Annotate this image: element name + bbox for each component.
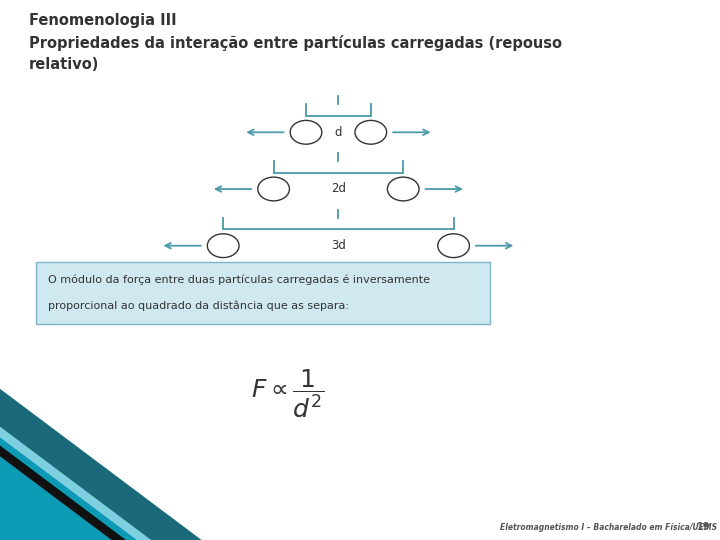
Polygon shape [0,389,202,540]
FancyBboxPatch shape [36,262,490,324]
Circle shape [387,177,419,201]
Text: Propriedades da interação entre partículas carregadas (repouso: Propriedades da interação entre partícul… [29,35,562,51]
Text: Fenomenologia III: Fenomenologia III [29,14,176,29]
Polygon shape [0,432,144,540]
Circle shape [207,234,239,258]
Circle shape [355,120,387,144]
Text: 19: 19 [697,522,711,532]
Text: O módulo da força entre duas partículas carregadas é inversamente: O módulo da força entre duas partículas … [48,274,431,285]
Text: relativo): relativo) [29,57,99,72]
Polygon shape [0,427,151,540]
Text: 3d: 3d [331,239,346,252]
Polygon shape [0,446,126,540]
Circle shape [438,234,469,258]
Circle shape [258,177,289,201]
Text: $\mathit{F} \propto \dfrac{1}{d^2}$: $\mathit{F} \propto \dfrac{1}{d^2}$ [251,368,325,420]
Text: proporcional ao quadrado da distância que as separa:: proporcional ao quadrado da distância qu… [48,300,349,310]
Text: 2d: 2d [331,183,346,195]
Circle shape [290,120,322,144]
Text: Eletromagnetismo I – Bacharelado em Física/UFMS - Prof. Paulo Rosa: Eletromagnetismo I – Bacharelado em Físi… [500,523,720,532]
Text: d: d [335,126,342,139]
